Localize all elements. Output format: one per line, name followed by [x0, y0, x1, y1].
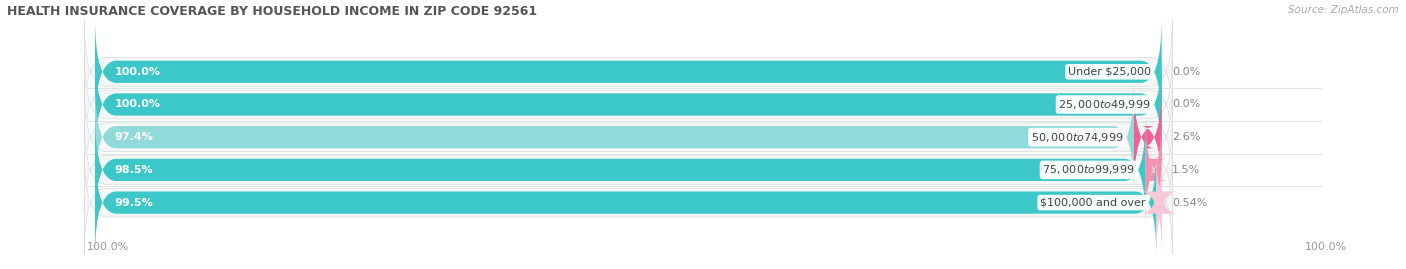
- FancyBboxPatch shape: [1140, 148, 1178, 257]
- Text: 2.6%: 2.6%: [1173, 132, 1201, 142]
- FancyBboxPatch shape: [1133, 83, 1161, 192]
- Text: 0.0%: 0.0%: [1173, 67, 1201, 77]
- FancyBboxPatch shape: [84, 86, 1173, 188]
- FancyBboxPatch shape: [96, 83, 1133, 192]
- FancyBboxPatch shape: [84, 119, 1173, 221]
- FancyBboxPatch shape: [96, 116, 1146, 224]
- Text: 0.0%: 0.0%: [1173, 100, 1201, 109]
- FancyBboxPatch shape: [96, 148, 1156, 257]
- Text: $25,000 to $49,999: $25,000 to $49,999: [1059, 98, 1152, 111]
- Text: $75,000 to $99,999: $75,000 to $99,999: [1042, 163, 1135, 176]
- FancyBboxPatch shape: [96, 17, 1161, 126]
- Text: 0.54%: 0.54%: [1173, 198, 1208, 208]
- FancyBboxPatch shape: [84, 21, 1173, 123]
- FancyBboxPatch shape: [84, 151, 1173, 254]
- Text: 98.5%: 98.5%: [114, 165, 153, 175]
- Text: HEALTH INSURANCE COVERAGE BY HOUSEHOLD INCOME IN ZIP CODE 92561: HEALTH INSURANCE COVERAGE BY HOUSEHOLD I…: [7, 5, 537, 18]
- Text: 100.0%: 100.0%: [114, 67, 160, 77]
- Text: Under $25,000: Under $25,000: [1069, 67, 1152, 77]
- Text: 97.4%: 97.4%: [114, 132, 153, 142]
- Text: 100.0%: 100.0%: [114, 100, 160, 109]
- Text: 100.0%: 100.0%: [87, 242, 129, 253]
- FancyBboxPatch shape: [1140, 116, 1167, 224]
- Text: $100,000 and over: $100,000 and over: [1040, 198, 1146, 208]
- Text: $50,000 to $74,999: $50,000 to $74,999: [1031, 131, 1123, 144]
- Text: 99.5%: 99.5%: [114, 198, 153, 208]
- Text: 1.5%: 1.5%: [1173, 165, 1201, 175]
- FancyBboxPatch shape: [96, 50, 1161, 159]
- Text: Source: ZipAtlas.com: Source: ZipAtlas.com: [1288, 5, 1399, 15]
- FancyBboxPatch shape: [84, 54, 1173, 155]
- Text: 100.0%: 100.0%: [1305, 242, 1347, 253]
